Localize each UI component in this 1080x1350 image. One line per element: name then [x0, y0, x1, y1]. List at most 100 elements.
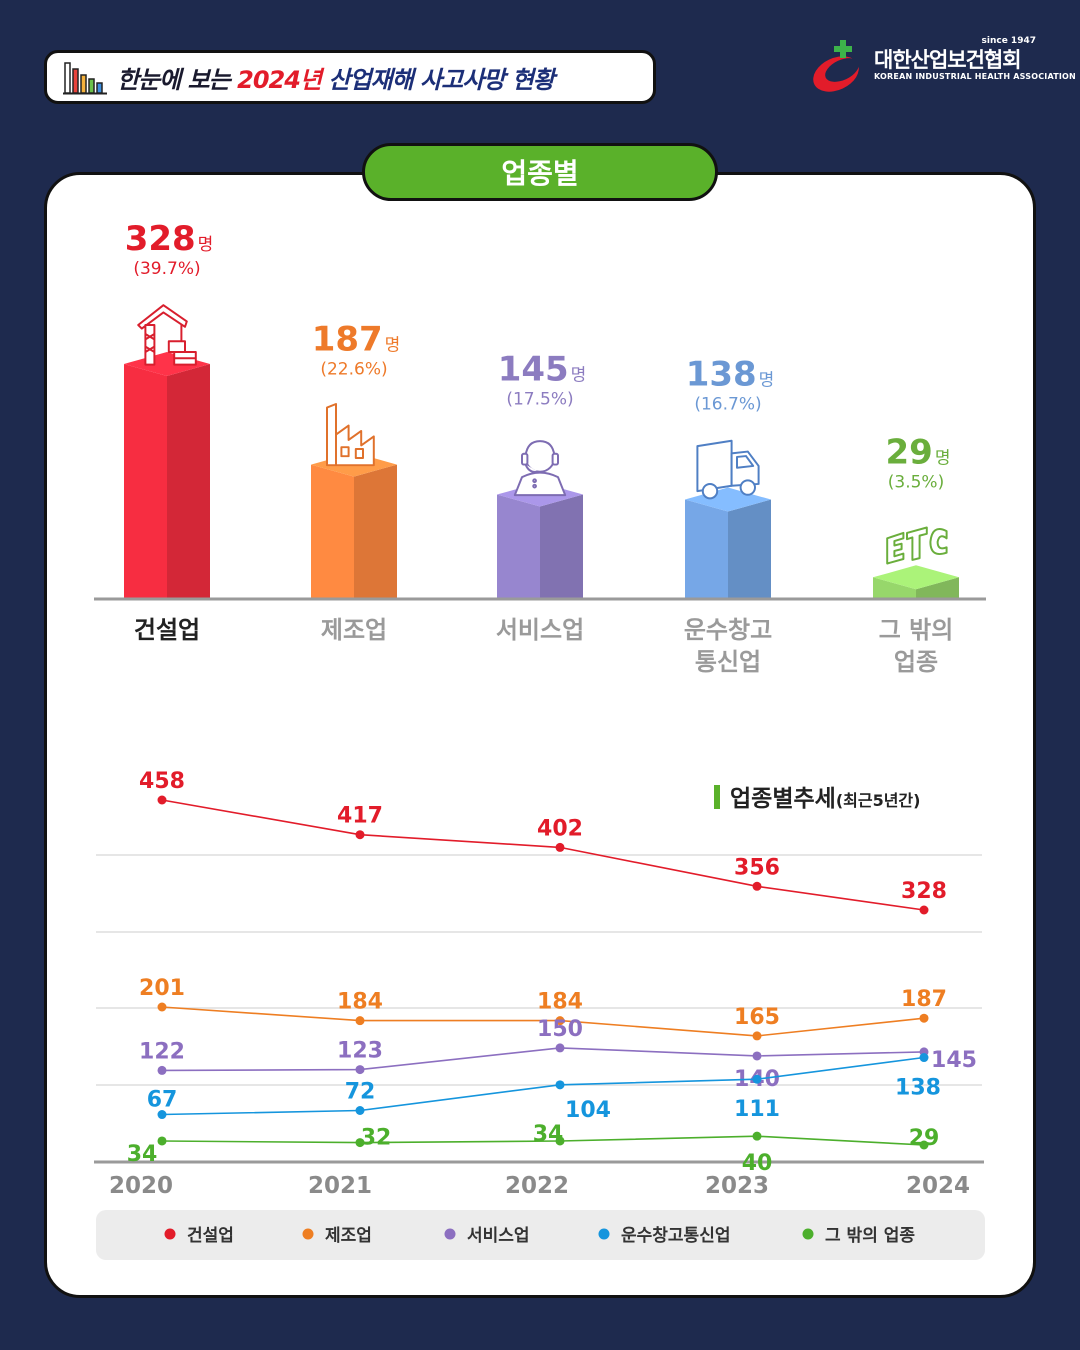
logo-since: since 1947	[981, 36, 1036, 46]
data-point	[555, 1080, 565, 1090]
bar-face-right	[916, 577, 959, 598]
bar-chart-icon	[63, 62, 107, 95]
data-label: 111	[734, 1097, 780, 1122]
legend-label: 건설업	[187, 1226, 234, 1246]
data-label: 34	[533, 1122, 564, 1147]
data-point	[555, 842, 565, 852]
data-label: 40	[742, 1151, 773, 1176]
trend-line-chart: 2020 2021 2022 2023 2024 업종별추세(최근5년간) 458 417 40…	[94, 769, 985, 1260]
data-label: 402	[537, 816, 583, 841]
x-tick-label: 2024	[906, 1173, 970, 1199]
x-tick-label: 2023	[705, 1173, 769, 1199]
bar-percent-label: (22.6%)	[320, 360, 387, 380]
data-point	[919, 1053, 929, 1063]
data-point	[752, 1131, 762, 1141]
bar-percent-label: (3.5%)	[888, 472, 944, 492]
bar-2	[311, 452, 397, 598]
bar-face-left	[124, 364, 167, 598]
bar-value-label: 328 명	[125, 219, 214, 259]
data-label: 29	[909, 1126, 940, 1151]
bar-value-label: 138 명	[686, 355, 775, 395]
data-point	[355, 1016, 365, 1026]
legend-marker	[598, 1228, 610, 1240]
data-point	[355, 830, 365, 840]
bar-4	[685, 487, 771, 598]
bar-percent-label: (39.7%)	[133, 259, 200, 279]
series-4: 67 72 104 111 138	[147, 1053, 941, 1123]
trend-title-main: 업종별추세	[730, 786, 836, 812]
bar-top	[873, 565, 959, 590]
bar-value-number: 187	[312, 320, 383, 360]
data-label: 123	[337, 1039, 383, 1064]
data-point	[157, 1002, 167, 1012]
bar-value-unit: 명	[935, 448, 951, 468]
bar-3	[497, 482, 583, 598]
data-point	[157, 1110, 167, 1120]
bar-value-label: 145 명	[498, 350, 587, 390]
section-label: 업종별	[362, 143, 718, 201]
data-point	[157, 1065, 167, 1075]
data-label: 165	[734, 1005, 780, 1030]
factory-icon	[326, 403, 375, 467]
data-point	[752, 1051, 762, 1061]
bar-percent-label: (16.7%)	[694, 395, 761, 415]
logo-name-ko: 대한산업보건협회	[874, 48, 1022, 72]
bar-value-label: 187 명	[312, 320, 401, 360]
data-label: 34	[127, 1142, 158, 1167]
bar-face-right	[540, 494, 583, 598]
data-point	[555, 1016, 565, 1026]
data-point	[355, 1065, 365, 1075]
page-title-banner: 한눈에 보는 2024년 산업재해 사고사망 현황	[44, 50, 656, 104]
data-point	[752, 1031, 762, 1041]
data-point	[157, 1136, 167, 1146]
bar-value-unit: 명	[759, 371, 775, 391]
legend-label: 서비스업	[467, 1226, 530, 1246]
legend-marker	[164, 1228, 176, 1240]
data-point	[157, 795, 167, 805]
data-label: 67	[147, 1088, 178, 1113]
legend-marker	[302, 1228, 314, 1240]
title-prefix: 한눈에 보는	[117, 65, 238, 94]
logo-name-en: KOREAN INDUSTRIAL HEALTH ASSOCIATION	[874, 72, 1076, 81]
bar-value-unit: 명	[385, 336, 401, 356]
data-label: 104	[565, 1098, 611, 1123]
x-tick-label: 2021	[308, 1173, 372, 1199]
bar-face-left	[873, 577, 916, 598]
series-5: 34 32 34 40 29	[127, 1122, 940, 1176]
legend-box	[96, 1210, 985, 1260]
bar-face-right	[728, 499, 771, 598]
data-label: 138	[895, 1076, 941, 1101]
legend-label: 운수창고통신업	[621, 1226, 730, 1246]
legend-label: 그 밖의 업종	[825, 1226, 915, 1246]
data-label: 150	[537, 1017, 583, 1042]
bar-category-label: 통신업	[695, 648, 761, 676]
data-label: 72	[345, 1080, 376, 1105]
bar-value-number: 138	[686, 355, 757, 395]
series-2: 201 184 184 165 187	[139, 976, 947, 1041]
bar-category-label: 그 밖의	[879, 616, 954, 644]
bar-face-right	[167, 364, 210, 598]
series-line	[161, 1047, 925, 1072]
bar-value-number: 328	[125, 219, 196, 259]
series-line	[161, 1056, 925, 1116]
data-point	[355, 1106, 365, 1115]
data-label: 328	[901, 879, 947, 904]
bar-value-number: 145	[498, 350, 569, 390]
data-point	[752, 1074, 762, 1084]
data-label: 32	[361, 1126, 392, 1151]
data-point	[919, 1140, 929, 1150]
series-3: 122123150140145	[139, 1017, 977, 1092]
x-tick-label: 2022	[505, 1173, 569, 1199]
data-label: 145	[931, 1048, 977, 1073]
data-point	[555, 1043, 565, 1053]
legend-marker	[802, 1228, 814, 1240]
data-label: 458	[139, 769, 185, 794]
content-card	[44, 172, 1036, 1298]
bar-face-left	[685, 499, 728, 598]
data-label: 184	[337, 990, 383, 1015]
data-point	[752, 881, 762, 891]
bar-category-label: 건설업	[134, 616, 200, 644]
bar-category-label: 운수창고	[684, 616, 772, 644]
